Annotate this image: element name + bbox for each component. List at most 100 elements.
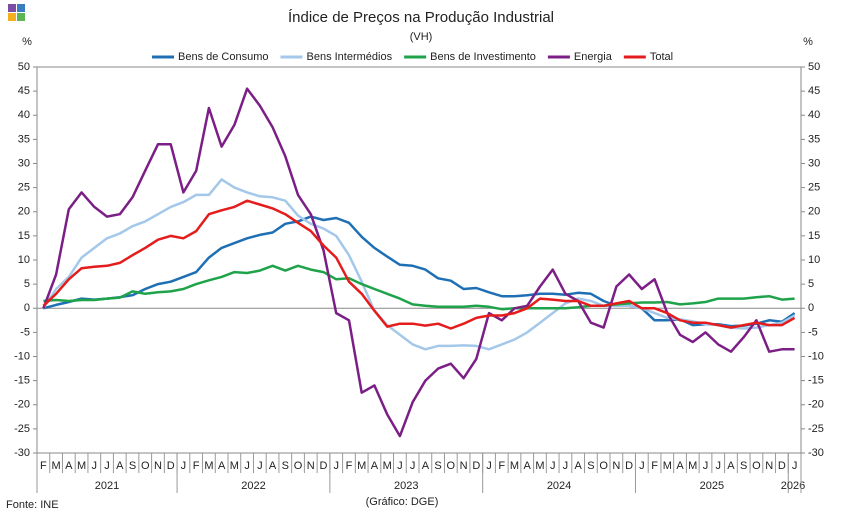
x-tick-label: J bbox=[92, 460, 98, 472]
y-tick-label: -30 bbox=[14, 447, 30, 459]
x-tick-label: M bbox=[77, 460, 86, 472]
y-tick-label: 5 bbox=[24, 278, 30, 290]
x-tick-label: D bbox=[320, 460, 328, 472]
x-tick-label: F bbox=[651, 460, 658, 472]
x-tick-label: J bbox=[244, 460, 250, 472]
x-tick-label: D bbox=[778, 460, 786, 472]
series-line bbox=[42, 87, 795, 438]
x-tick-label: J bbox=[715, 460, 721, 472]
year-label: 2024 bbox=[547, 480, 571, 492]
x-tick-label: M bbox=[663, 460, 672, 472]
y2-tick-label: 50 bbox=[808, 61, 820, 73]
x-tick-label: F bbox=[40, 460, 47, 472]
x-tick-label: N bbox=[460, 460, 468, 472]
x-tick-label: S bbox=[740, 460, 747, 472]
x-tick-label: D bbox=[167, 460, 175, 472]
y2-tick-label: -10 bbox=[808, 350, 824, 362]
x-tick-label: O bbox=[599, 460, 608, 472]
year-label: 2026 bbox=[781, 480, 805, 492]
x-tick-label: J bbox=[792, 460, 798, 472]
x-tick-label: S bbox=[282, 460, 289, 472]
x-tick-label: A bbox=[371, 460, 379, 472]
x-tick-label: M bbox=[510, 460, 519, 472]
y2-tick-label: 45 bbox=[808, 85, 820, 97]
x-tick-label: J bbox=[397, 460, 403, 472]
y2-tick-label: -20 bbox=[808, 399, 824, 411]
y2-tick-label: 35 bbox=[808, 133, 820, 145]
x-tick-label: A bbox=[218, 460, 226, 472]
y2-tick-label: 25 bbox=[808, 182, 820, 194]
y2-tick-label: 5 bbox=[808, 278, 814, 290]
x-tick-label: M bbox=[357, 460, 366, 472]
x-tick-label: M bbox=[688, 460, 697, 472]
x-tick-label: J bbox=[181, 460, 187, 472]
source: Fonte: INE bbox=[6, 499, 59, 511]
y2-tick-label: 15 bbox=[808, 230, 820, 242]
x-tick-label: A bbox=[422, 460, 430, 472]
y-tick-label: 0 bbox=[24, 302, 30, 314]
y2-tick-label: 40 bbox=[808, 109, 820, 121]
logo bbox=[8, 4, 25, 21]
x-tick-label: A bbox=[727, 460, 735, 472]
x-tick-label: D bbox=[625, 460, 633, 472]
x-tick-label: J bbox=[703, 460, 709, 472]
legend-label: Energia bbox=[574, 51, 613, 63]
y-tick-label: -15 bbox=[14, 375, 30, 387]
plot-frame bbox=[36, 66, 802, 454]
year-label: 2022 bbox=[241, 480, 265, 492]
x-tick-label: N bbox=[307, 460, 315, 472]
y2-tick-label: -30 bbox=[808, 447, 824, 459]
chart-subtitle: (VH) bbox=[410, 31, 433, 43]
x-tick-label: J bbox=[333, 460, 339, 472]
x-tick-label: N bbox=[765, 460, 773, 472]
y-tick-label: 20 bbox=[18, 206, 30, 218]
y-tick-label: 50 bbox=[18, 61, 30, 73]
x-tick-label: O bbox=[752, 460, 761, 472]
x-tick-label: A bbox=[676, 460, 684, 472]
x-tick-label: F bbox=[498, 460, 505, 472]
x-tick-label: O bbox=[294, 460, 303, 472]
y2-unit: % bbox=[803, 36, 813, 48]
y2-tick-label: -5 bbox=[808, 326, 818, 338]
y2-tick-label: 20 bbox=[808, 206, 820, 218]
x-tick-label: A bbox=[116, 460, 124, 472]
x-tick-label: D bbox=[472, 460, 480, 472]
y-tick-label: 40 bbox=[18, 109, 30, 121]
x-tick-label: S bbox=[129, 460, 136, 472]
y-tick-label: 30 bbox=[18, 157, 30, 169]
credit: (Gráfico: DGE) bbox=[366, 496, 439, 508]
y-unit: % bbox=[22, 36, 32, 48]
chart-title: Índice de Preços na Produção Industrial bbox=[288, 9, 554, 26]
y-tick-label: -25 bbox=[14, 423, 30, 435]
x-tick-label: A bbox=[574, 460, 582, 472]
x-tick-label: N bbox=[612, 460, 620, 472]
x-tick-label: N bbox=[154, 460, 162, 472]
x-tick-label: F bbox=[193, 460, 200, 472]
y2-tick-label: 0 bbox=[808, 302, 814, 314]
x-tick-label: J bbox=[486, 460, 492, 472]
series-line bbox=[43, 215, 796, 328]
y-tick-label: 35 bbox=[18, 133, 30, 145]
x-tick-label: J bbox=[563, 460, 569, 472]
y2-tick-label: -25 bbox=[808, 423, 824, 435]
x-tick-label: J bbox=[639, 460, 645, 472]
x-tick-label: A bbox=[65, 460, 73, 472]
y-tick-label: 10 bbox=[18, 254, 30, 266]
year-label: 2025 bbox=[700, 480, 724, 492]
y-tick-label: 15 bbox=[18, 230, 30, 242]
x-tick-label: F bbox=[346, 460, 353, 472]
legend-label: Total bbox=[650, 51, 673, 63]
year-label: 2023 bbox=[394, 480, 418, 492]
y-tick-label: 25 bbox=[18, 182, 30, 194]
y-tick-label: -20 bbox=[14, 399, 30, 411]
x-tick-label: M bbox=[535, 460, 544, 472]
y2-tick-label: 30 bbox=[808, 157, 820, 169]
x-tick-label: J bbox=[104, 460, 110, 472]
x-tick-label: J bbox=[550, 460, 556, 472]
year-label: 2021 bbox=[95, 480, 119, 492]
x-tick-label: A bbox=[524, 460, 532, 472]
x-tick-label: M bbox=[204, 460, 213, 472]
y2-tick-label: 10 bbox=[808, 254, 820, 266]
legend-label: Bens de Consumo bbox=[178, 51, 269, 63]
